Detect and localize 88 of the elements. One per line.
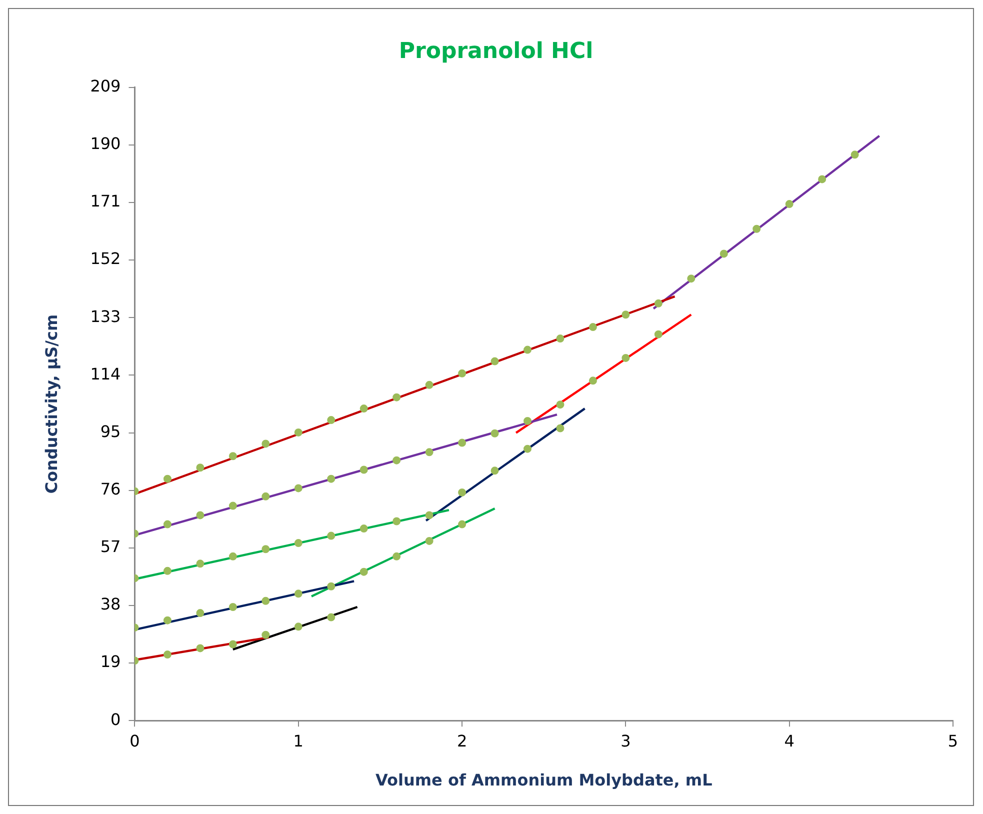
- y-tick-label: 76: [100, 480, 121, 498]
- x-axis-title: Volume of Ammonium Molybdate, mL: [375, 770, 712, 790]
- point: [556, 400, 564, 409]
- point: [163, 650, 172, 659]
- point: [687, 274, 696, 283]
- point: [785, 200, 794, 208]
- point: [327, 474, 336, 483]
- point: [490, 429, 499, 438]
- point: [622, 310, 630, 319]
- point: [818, 175, 826, 184]
- y-tick-label: 190: [90, 134, 121, 154]
- x-tick-label: 4: [784, 731, 794, 750]
- point: [425, 511, 434, 520]
- point: [327, 416, 336, 424]
- point: [360, 524, 368, 533]
- point: [524, 416, 532, 425]
- point: [196, 464, 204, 472]
- point: [163, 474, 172, 483]
- point: [228, 552, 237, 560]
- point: [556, 334, 564, 343]
- point: [654, 330, 662, 338]
- y-tick-label: 95: [100, 422, 121, 441]
- point: [490, 357, 499, 366]
- y-tick-label: 57: [100, 537, 121, 556]
- point: [163, 616, 172, 624]
- point: [524, 444, 532, 453]
- point: [588, 376, 597, 385]
- point: [262, 440, 270, 448]
- point: [752, 224, 761, 233]
- point: [294, 484, 302, 492]
- point: [360, 466, 368, 474]
- point: [490, 466, 499, 475]
- y-tick-label: 19: [100, 652, 121, 672]
- point: [392, 393, 401, 402]
- y-tick-label: 114: [90, 364, 121, 384]
- point: [327, 613, 336, 622]
- point: [294, 622, 302, 631]
- point: [392, 552, 401, 560]
- y-tick-label: 152: [90, 249, 121, 268]
- point: [524, 346, 532, 354]
- point: [556, 424, 564, 432]
- point: [654, 299, 662, 308]
- y-tick-label: 38: [100, 594, 121, 614]
- point: [622, 354, 630, 362]
- point: [360, 568, 368, 576]
- point: [196, 609, 204, 618]
- point: [262, 492, 270, 500]
- point: [163, 520, 172, 528]
- y-tick-label: 209: [90, 76, 121, 96]
- point: [294, 428, 302, 436]
- point: [360, 404, 368, 413]
- point: [196, 644, 204, 652]
- x-tick-label: 2: [456, 731, 468, 750]
- point: [425, 448, 434, 456]
- point: [196, 511, 204, 520]
- point: [458, 369, 466, 378]
- x-tick-label: 5: [948, 731, 958, 750]
- point: [458, 438, 466, 447]
- point: [392, 456, 401, 464]
- point: [458, 488, 466, 496]
- point: [458, 520, 466, 528]
- point: [228, 502, 237, 510]
- y-tick-label: 171: [90, 192, 121, 211]
- point: [228, 640, 237, 648]
- point: [392, 517, 401, 526]
- point: [196, 560, 204, 568]
- y-tick-label: 133: [90, 306, 121, 326]
- point: [262, 630, 270, 639]
- point: [425, 380, 434, 389]
- point: [588, 323, 597, 332]
- x-tick-label: 3: [620, 731, 631, 750]
- point: [327, 582, 336, 590]
- y-axis-title: Conductivity, µS/cm: [42, 314, 61, 494]
- point: [228, 602, 237, 611]
- point: [294, 590, 302, 598]
- point: [425, 536, 434, 545]
- chart-title: Propranolol HCl: [398, 38, 594, 64]
- x-tick-label: 0: [130, 731, 140, 750]
- y-tick-label: 0: [110, 710, 121, 729]
- x-tick-label: 1: [293, 731, 304, 750]
- point: [294, 539, 302, 548]
- point: [228, 452, 237, 460]
- point: [262, 545, 270, 554]
- point: [262, 596, 270, 605]
- point: [327, 532, 336, 540]
- point: [720, 250, 728, 258]
- point: [850, 150, 859, 159]
- point: [163, 566, 172, 575]
